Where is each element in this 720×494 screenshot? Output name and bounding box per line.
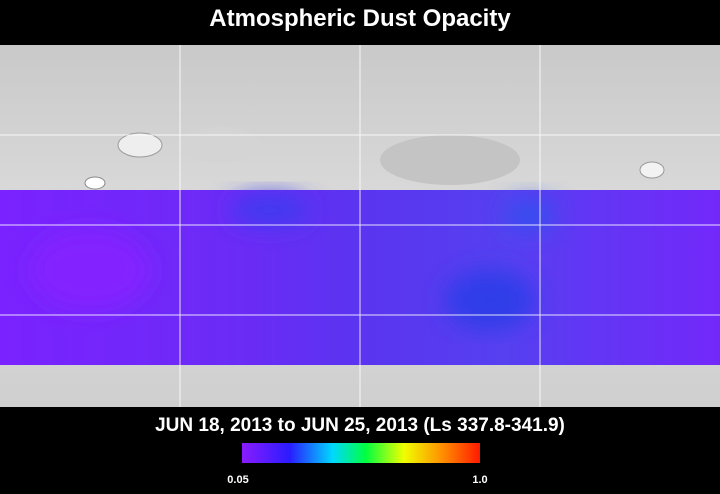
period: JUN 18, 2013 to JUN 25, 2013 (Ls 337.8-3…	[155, 415, 565, 436]
dust-variation	[30, 195, 555, 330]
scale-min-label: 0.05	[227, 474, 248, 486]
color-scale	[242, 443, 480, 463]
volcano	[117, 132, 163, 158]
graticule	[0, 45, 720, 407]
highland	[180, 127, 260, 163]
scale-max-label: 1.0	[472, 474, 487, 486]
highland	[380, 135, 520, 185]
mars-map	[0, 45, 720, 407]
volcano	[84, 176, 106, 190]
title: Atmospheric Dust Opacity	[209, 5, 511, 32]
volcano	[639, 161, 665, 179]
